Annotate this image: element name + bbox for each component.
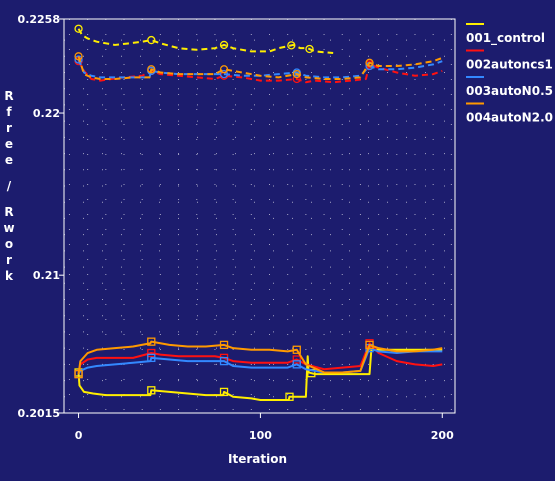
series-layer xyxy=(74,24,443,402)
series-004auton2-0-rwork-point xyxy=(147,337,156,346)
series-004auton2-0-rfree-point xyxy=(147,65,156,74)
series-004auton2-0-rwork-point xyxy=(74,369,83,379)
legend: 001_control 002autoncs1 003autoN0.5 004auto… xyxy=(466,23,553,125)
series-004auton2-0-rwork-point xyxy=(219,340,229,350)
series-004auton2-0-rwork-line xyxy=(77,340,443,375)
series-001-control-rfree-point xyxy=(287,41,296,50)
y-tick-label: 0.2258 xyxy=(18,13,60,26)
y-axis-label-char: f xyxy=(6,105,12,119)
y-axis-label-char: r xyxy=(6,121,12,135)
x-tick-label: 100 xyxy=(249,429,272,442)
y-axis-label-char: r xyxy=(6,253,12,267)
series-003auton0-5-rwork-point xyxy=(147,353,156,363)
series-004auton2-0-rfree-point xyxy=(219,65,229,74)
x-tick-label: 200 xyxy=(431,429,454,442)
series-004auton2-0-rfree-point xyxy=(365,58,374,67)
series-003auton0-5-rfree-point xyxy=(219,69,229,79)
series-003auton0-5-rfree-point xyxy=(74,55,83,64)
y-axis-label-char: o xyxy=(5,237,13,251)
y-axis-label-char: e xyxy=(5,153,13,167)
y-axis-label-char: R xyxy=(4,205,13,219)
x-axis-label: Iteration xyxy=(228,452,287,466)
series-001-control-rwork-point xyxy=(285,392,294,401)
y-tick-label: 0.22 xyxy=(33,107,60,120)
series-001-control-rwork-point xyxy=(219,387,229,397)
y-tick-label: 0.21 xyxy=(33,269,60,282)
y-axis-label-char: / xyxy=(7,179,12,193)
series-004auton2-0-rwork-point xyxy=(365,340,374,350)
series-003auton0-5-rwork-line xyxy=(77,347,443,375)
y-axis-label-char: k xyxy=(5,269,14,283)
x-tick-label: 0 xyxy=(75,429,83,442)
legend-label: 003autoN0.5 xyxy=(466,84,553,98)
y-tick-label: 0.2015 xyxy=(18,407,60,420)
y-axis-label-char: R xyxy=(4,89,13,103)
series-002autoncs1-rwork-point xyxy=(292,355,301,364)
series-003auton0-5-rwork-point xyxy=(292,360,301,369)
tick-labels: 0 100 200 0.2015 0.21 0.22 0.2258 xyxy=(18,13,455,442)
y-axis-label-char: w xyxy=(3,221,14,235)
y-axis-label-char: e xyxy=(5,137,13,151)
series-002autoncs1-rfree-line xyxy=(77,60,443,84)
series-001-control-rfree-line xyxy=(77,28,334,55)
legend-label: 002autoncs1 xyxy=(466,58,553,72)
legend-label: 004autoN2.0 xyxy=(466,111,553,125)
series-003auton0-5-rfree-line xyxy=(77,59,443,79)
series-004auton2-0-rfree-point xyxy=(74,52,83,61)
series-003auton0-5-rwork-point xyxy=(219,356,229,366)
series-001-control-rwork-point xyxy=(147,386,156,395)
series-001-control-rfree-point xyxy=(219,40,229,50)
series-004auton2-0-rfree-point xyxy=(292,69,301,79)
series-002autoncs1-rwork-point xyxy=(147,348,156,358)
series-004auton2-0-rwork-point xyxy=(292,345,301,354)
series-001-control-rfree-point xyxy=(147,35,156,45)
series-001-control-rfree-point xyxy=(305,44,314,54)
series-001-control-rfree-point xyxy=(74,24,83,33)
legend-label: 001_control xyxy=(466,31,545,46)
